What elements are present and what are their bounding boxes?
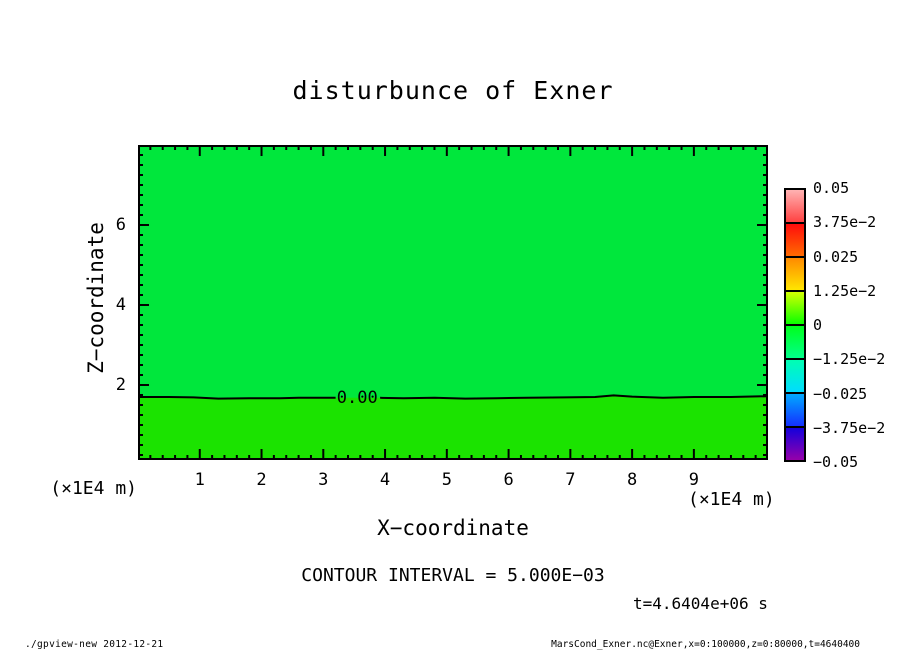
x-tick-label: 9 xyxy=(688,470,699,490)
x-unit-label-left: (×1E4 m) xyxy=(50,478,137,499)
colorbar-tick-label: 3.75e−2 xyxy=(813,213,877,232)
y-tick-label: 6 xyxy=(115,215,126,235)
contour-label: 0.00 xyxy=(337,388,378,408)
colorbar-tick-label: 0.025 xyxy=(813,247,859,266)
colorbar-segment xyxy=(786,258,804,292)
contour-interval-note: CONTOUR INTERVAL = 5.000E−03 xyxy=(301,565,605,586)
colorbar-segment xyxy=(786,224,804,258)
colorbar-segment xyxy=(786,428,804,460)
x-axis-label: X−coordinate xyxy=(377,516,529,540)
x-tick-label: 4 xyxy=(379,470,391,490)
colorbar-segment xyxy=(786,326,804,360)
x-tick-label: 2 xyxy=(256,470,267,490)
x-tick-label: 5 xyxy=(441,470,452,490)
region-lower xyxy=(138,395,768,460)
plot-svg: 0.00 xyxy=(138,145,769,460)
footer-source: MarsCond_Exner.nc@Exner,x=0:100000,z=0:8… xyxy=(551,639,860,650)
x-tick-label: 8 xyxy=(626,470,638,490)
colorbar-tick-label: −1.25e−2 xyxy=(813,350,886,369)
contour-line xyxy=(380,394,769,400)
colorbar-segment xyxy=(786,360,804,394)
contour-line xyxy=(138,396,336,400)
x-tick-label: 6 xyxy=(503,470,514,490)
colorbar-tick-label: −3.75e−2 xyxy=(813,418,886,437)
colorbar-segment xyxy=(786,394,804,428)
time-annotation: t=4.6404e+06 s xyxy=(633,594,768,613)
x-unit-label-right: (×1E4 m) xyxy=(688,489,775,510)
colorbar-segment xyxy=(786,292,804,326)
footer-command: ./gpview-new 2012-12-21 xyxy=(25,639,164,650)
colorbar-segment xyxy=(786,190,804,224)
colorbar-tick-label: −0.025 xyxy=(813,384,868,403)
plot-area: 0.00 xyxy=(138,145,769,460)
colorbar-tick-label: −0.05 xyxy=(813,453,859,471)
plot-frame xyxy=(138,145,768,460)
colorbar-tick-label: 0 xyxy=(813,316,823,334)
colorbar-tick-label: 0.05 xyxy=(813,179,850,197)
colorbar-tick-label: 1.25e−2 xyxy=(813,281,877,300)
colorbar xyxy=(784,188,806,462)
x-tick-label: 7 xyxy=(565,470,576,490)
x-tick-label: 1 xyxy=(194,470,205,490)
y-tick-label: 4 xyxy=(115,295,126,315)
y-tick-label: 2 xyxy=(115,375,126,395)
chart-title: disturbunce of Exner xyxy=(292,76,614,105)
x-tick-label: 3 xyxy=(318,470,329,490)
